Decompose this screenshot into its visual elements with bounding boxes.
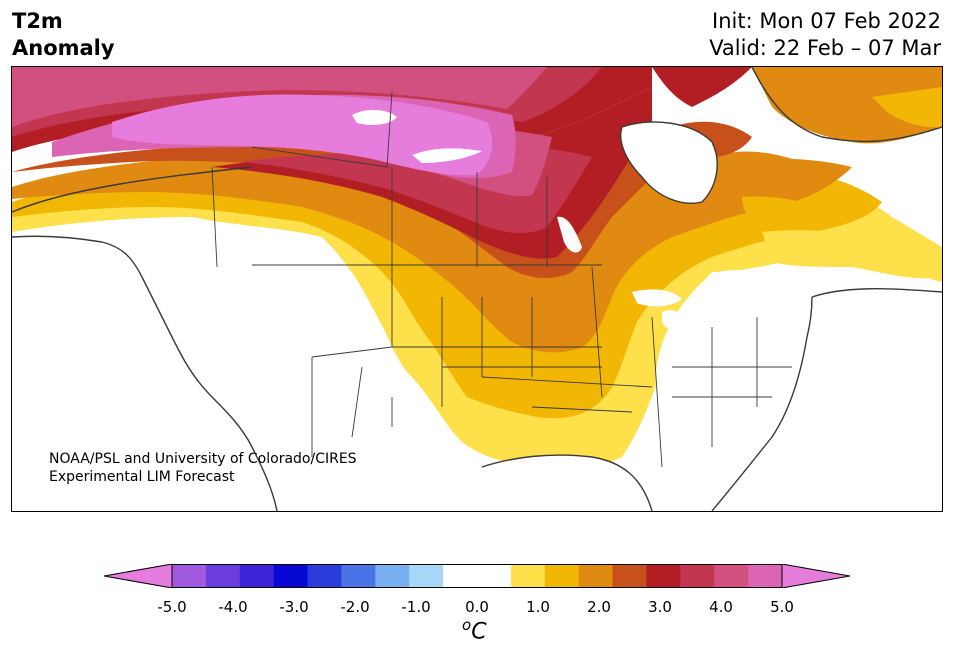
lake-winnipeg: [557, 216, 582, 253]
anomaly-greenland-1.0: [872, 87, 942, 128]
colorbar-unit: oC: [462, 616, 487, 644]
colorbar-segment: [680, 564, 715, 588]
colorbar-segment: [612, 564, 647, 588]
colorbar-segment: [172, 564, 207, 588]
colorbar-segment: [510, 564, 546, 588]
title-line-1: T2m: [12, 9, 63, 33]
anomaly-labrador-2.5: [652, 67, 752, 107]
credit-line-1: NOAA/PSL and University of Colorado/CIRE…: [49, 451, 357, 467]
great-bear-lake: [352, 109, 397, 125]
colorbar-segment: [409, 564, 444, 588]
colorbar-tick-label: 0.0: [465, 598, 489, 616]
colorbar-segment: [544, 564, 580, 588]
atlantic-ocean: [712, 288, 942, 511]
colorbar-segment: [375, 564, 410, 588]
neutral-east-us: [655, 270, 810, 458]
colorbar-segment: [273, 564, 309, 588]
colorbar-segment: [477, 564, 512, 588]
colorbar-tick-label: 1.0: [526, 598, 550, 616]
colorbar-segment: [307, 564, 342, 588]
anomaly-5.0-core: [112, 94, 493, 176]
title-line-2: Anomaly: [12, 36, 115, 60]
colorbar-tick-label: 5.0: [770, 598, 794, 616]
colorbar-extend-high: [781, 564, 850, 588]
hudson-bay: [620, 122, 718, 204]
pacific-ocean: [12, 236, 277, 511]
anomaly-eastcanada-0.5: [762, 230, 942, 279]
colorbar-tick-label: 4.0: [709, 598, 733, 616]
colorbar-tick-label: -4.0: [218, 598, 248, 616]
credit-line-2: Experimental LIM Forecast: [49, 469, 235, 485]
colorbar-extend-low: [104, 564, 173, 588]
init-date: Init: Mon 07 Feb 2022: [712, 9, 941, 33]
colorbar-outline: [171, 564, 783, 588]
great-lake-1: [632, 289, 682, 307]
anomaly-greenland-1.5: [752, 67, 942, 144]
unit-letter: C: [471, 619, 487, 645]
colorbar-tick-label: -2.0: [340, 598, 370, 616]
colorbar: [104, 564, 850, 588]
anomaly-labrador-1.0: [742, 196, 822, 229]
map-svg: [12, 67, 942, 511]
colorbar-segment: [578, 564, 614, 588]
colorbar-tick-label: -3.0: [279, 598, 309, 616]
colorbar-tick-label: 2.0: [587, 598, 611, 616]
gulf-of-mexico: [472, 455, 652, 511]
credit-text: NOAA/PSL and University of Colorado/CIRE…: [49, 450, 357, 486]
coastlines: [12, 67, 942, 511]
colorbar-tick-label: 3.0: [648, 598, 672, 616]
colorbar-segment: [714, 564, 749, 588]
great-slave-lake: [412, 148, 482, 163]
colorbar-ticks: -5.0 -4.0 -3.0 -2.0 -1.0 0.0 1.0 2.0 3.0 4.0 5.0: [0, 598, 953, 618]
political-borders: [211, 91, 792, 468]
date-info: Init: Mon 07 Feb 2022 Valid: 22 Feb – 07…: [709, 8, 941, 62]
colorbar-segment: [748, 564, 783, 588]
valid-dates: Valid: 22 Feb – 07 Mar: [709, 36, 941, 60]
unit-superscript: o: [462, 616, 472, 634]
anomaly-1.5-band: [12, 151, 852, 353]
colorbar-segment: [443, 564, 478, 588]
anomaly-labrador-1.5: [712, 151, 802, 195]
colorbar-tick-label: -5.0: [157, 598, 187, 616]
anomaly-3.5-band: [12, 67, 547, 127]
anomaly-map: [11, 66, 943, 512]
map-title: T2m Anomaly: [12, 8, 115, 62]
colorbar-segment: [239, 564, 275, 588]
colorbar-segment: [646, 564, 681, 588]
colorbar-segment: [205, 564, 241, 588]
colorbar-tick-label: -1.0: [401, 598, 431, 616]
colorbar-segment: [341, 564, 376, 588]
